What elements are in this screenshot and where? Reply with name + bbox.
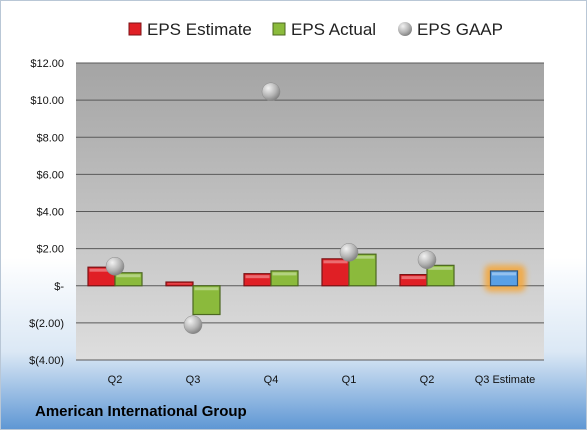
estimate-bar: [321, 258, 350, 287]
legend-label: EPS GAAP: [417, 20, 503, 39]
x-tick-label: Q1: [342, 374, 357, 386]
y-tick-label: $(2.00): [29, 318, 64, 330]
legend-swatch: [398, 22, 412, 36]
y-axis: $(4.00) $(2.00) $- $2.00 $4.00 $6.00 $8.00 $10.…: [29, 58, 64, 367]
actual-bar: [114, 272, 143, 287]
x-tick-label: Q3 Estimate: [475, 374, 536, 386]
y-tick-label: $10.00: [30, 95, 64, 107]
x-tick-label: Q2: [420, 374, 435, 386]
x-tick-label: Q2: [108, 374, 123, 386]
y-tick-label: $(4.00): [29, 355, 64, 367]
actual-bar: [426, 264, 455, 287]
gaap-point: [183, 315, 203, 334]
y-tick-label: $-: [54, 281, 64, 293]
legend-swatch: [128, 22, 142, 36]
actual-bar: [348, 253, 377, 287]
legend-label: EPS Estimate: [147, 20, 252, 39]
gridlines: [76, 62, 544, 361]
company-name: American International Group: [35, 403, 247, 420]
gaap-point: [339, 243, 359, 262]
y-tick-label: $4.00: [36, 207, 64, 219]
bars: [87, 253, 526, 316]
gaap-point: [417, 250, 437, 270]
legend: EPS Estimate EPS Actual EPS GAAP: [128, 20, 503, 39]
x-tick-label: Q4: [264, 374, 279, 386]
x-axis: Q2 Q3 Q4 Q1 Q2 Q3 Estimate: [108, 374, 536, 386]
x-tick-label: Q3: [186, 374, 201, 386]
gaap-point: [261, 82, 281, 102]
estimate-bar: [165, 281, 194, 287]
y-tick-label: $12.00: [30, 58, 64, 70]
y-tick-label: $8.00: [36, 132, 64, 144]
legend-swatch: [272, 22, 286, 36]
estimate-bar: [243, 273, 272, 287]
actual-bar: [270, 270, 299, 287]
actual-bar: [192, 285, 221, 316]
gaap-points: [105, 82, 437, 334]
y-tick-label: $2.00: [36, 244, 64, 256]
y-tick-label: $6.00: [36, 169, 64, 181]
gaap-point: [105, 257, 125, 276]
legend-label: EPS Actual: [291, 20, 376, 39]
q3-estimate-bar: [489, 270, 519, 287]
estimate-bar: [399, 274, 428, 287]
